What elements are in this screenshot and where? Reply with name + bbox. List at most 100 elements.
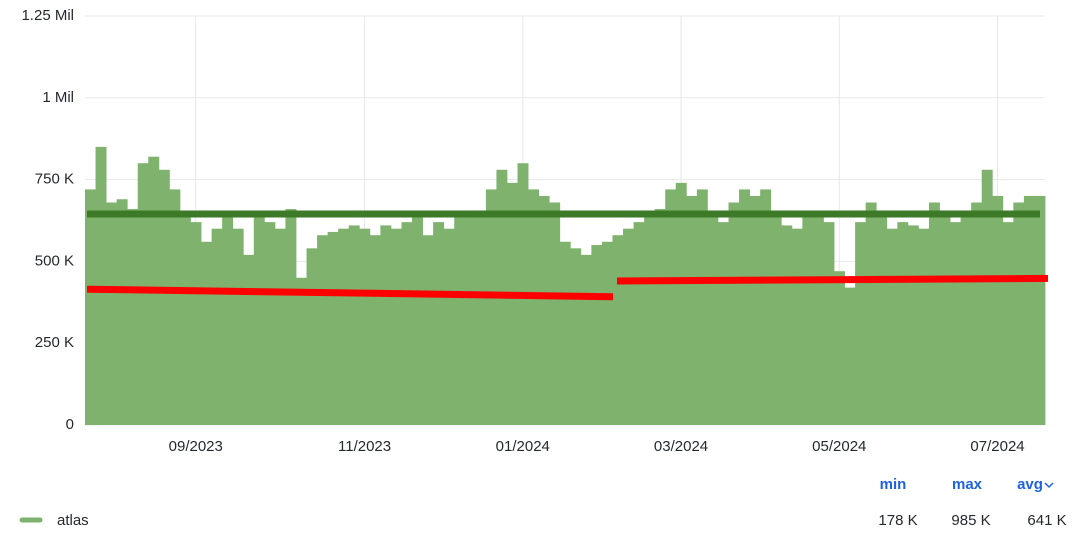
bar: [791, 228, 803, 425]
bar: [781, 225, 793, 425]
bar: [770, 215, 782, 425]
y-tick-label: 1.25 Mil: [21, 7, 74, 24]
bar: [886, 228, 898, 425]
bar: [1034, 195, 1046, 425]
bar: [190, 222, 202, 425]
x-tick-label: 07/2024: [970, 438, 1024, 455]
bar: [253, 215, 265, 425]
bar: [106, 202, 118, 425]
bar: [686, 195, 698, 425]
legend-name[interactable]: atlas: [57, 512, 89, 529]
bar: [348, 225, 360, 425]
bar: [475, 215, 487, 425]
bar: [707, 212, 719, 425]
x-tick-label: 05/2024: [812, 438, 866, 455]
bar: [971, 202, 983, 425]
bar: [485, 189, 497, 425]
bar: [169, 189, 181, 425]
bar: [623, 228, 634, 425]
bar: [232, 228, 244, 425]
bar: [834, 271, 845, 425]
bar: [601, 241, 613, 425]
bar: [327, 231, 339, 425]
bar: [812, 215, 824, 425]
bar: [897, 222, 909, 425]
bar: [158, 169, 170, 425]
bar: [274, 228, 286, 425]
legend-value: 985 K: [951, 512, 990, 529]
bar: [960, 215, 972, 425]
bar: [876, 215, 888, 425]
bar: [728, 202, 740, 425]
x-tick-label: 11/2023: [338, 438, 391, 455]
bar: [559, 241, 571, 425]
bar: [939, 215, 951, 425]
bar: [844, 287, 856, 425]
bar: [369, 235, 381, 425]
bar: [696, 189, 708, 425]
bar: [285, 209, 297, 425]
bar: [760, 189, 772, 425]
bar: [116, 199, 128, 425]
bar: [549, 202, 561, 425]
bar: [243, 254, 255, 425]
bar: [390, 228, 402, 425]
bar: [422, 235, 434, 425]
bar: [580, 254, 592, 425]
bar: [1013, 202, 1025, 425]
bar: [295, 277, 307, 425]
bar: [802, 215, 814, 425]
bar: [570, 248, 582, 425]
legend-header[interactable]: avg: [1017, 476, 1043, 493]
bar: [1002, 222, 1014, 425]
y-tick-label: 750 K: [35, 171, 74, 188]
bar: [644, 212, 656, 425]
bar: [359, 228, 371, 425]
legend-value: 641 K: [1027, 512, 1066, 529]
bar: [85, 189, 96, 425]
bar: [739, 189, 751, 425]
legend-header[interactable]: min: [880, 476, 907, 493]
bar: [127, 209, 139, 425]
bar: [823, 222, 835, 425]
bar: [665, 189, 677, 425]
bar: [201, 241, 212, 425]
bar: [222, 212, 234, 425]
bar: [591, 245, 603, 425]
x-tick-label: 01/2024: [496, 438, 550, 455]
x-tick-label: 03/2024: [654, 438, 708, 455]
bar: [865, 202, 877, 425]
bar: [992, 195, 1004, 425]
bar: [528, 189, 540, 425]
annotations: [86, 210, 1049, 301]
y-tick-label: 0: [66, 416, 74, 433]
labels: 0 250 K 500 K 750 K 1 Mil 1.25 Mil 09/2023 11/2…: [21, 7, 1024, 455]
bar: [443, 228, 455, 425]
bar: [749, 195, 761, 425]
bars: [85, 146, 1046, 426]
y-tick-label: 250 K: [35, 334, 74, 351]
bar: [179, 212, 191, 425]
bar: [211, 228, 223, 425]
legend-value: 178 K: [878, 512, 917, 529]
bar: [412, 215, 423, 425]
bar: [907, 225, 919, 425]
x-tick-label: 09/2023: [169, 438, 223, 455]
sort-chevron[interactable]: [1044, 482, 1054, 489]
bar: [464, 212, 476, 425]
bar: [675, 182, 687, 425]
bar: [454, 215, 466, 425]
legend-header[interactable]: max: [952, 476, 983, 493]
bar: [717, 222, 729, 425]
bar: [654, 209, 666, 425]
bar: [306, 248, 318, 425]
bar: [950, 222, 962, 425]
bar: [633, 222, 645, 425]
bar: [137, 163, 149, 426]
y-tick-label: 1 Mil: [42, 89, 74, 106]
bar: [401, 222, 413, 425]
y-tick-label: 500 K: [35, 252, 74, 269]
bar: [612, 235, 624, 425]
bar: [433, 222, 445, 425]
